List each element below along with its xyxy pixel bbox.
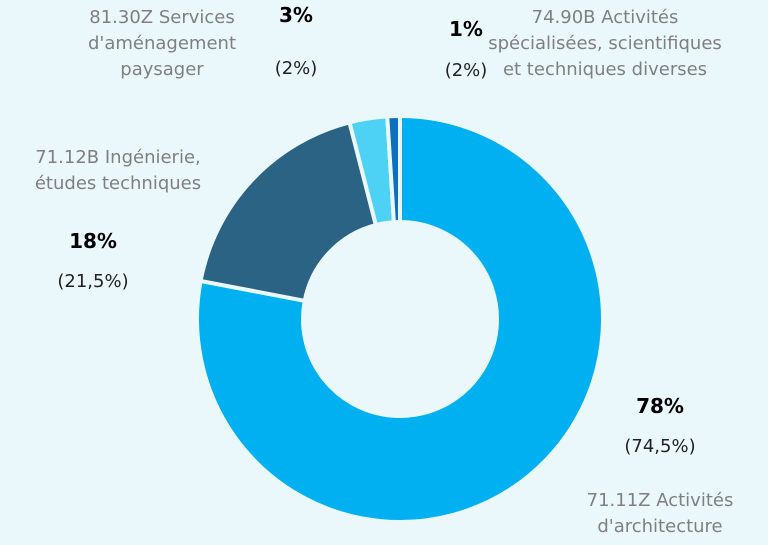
category-label: 71.12B Ingénierie, études techniques [34,147,202,194]
value-label: 1% [449,17,483,41]
donut-slice [198,119,379,304]
donut-slice [385,113,402,225]
category-label: 71.11Z Activités d'architecture [586,490,734,537]
value-label: 18% [69,229,117,253]
comparison-label: (2%) [274,58,318,79]
category-label: 74.90B Activités spécialisées, scientifi… [488,7,722,80]
comparison-label: (21,5%) [57,271,129,292]
category-label: 81.30Z Services d'aménagement paysager [87,7,237,80]
comparison-label: (2%) [444,60,488,81]
value-label: 78% [636,394,684,418]
value-label: 3% [279,3,313,27]
comparison-label: (74,5%) [624,436,696,457]
donut-slice [195,113,605,524]
